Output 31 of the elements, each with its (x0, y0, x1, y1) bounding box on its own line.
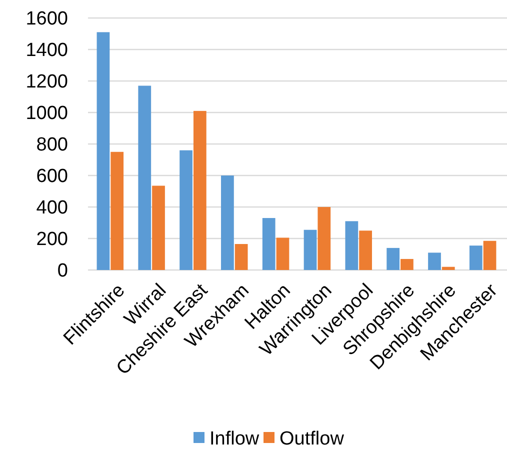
y-tick-label: 0 (57, 260, 68, 282)
bar (304, 230, 317, 270)
bar (318, 207, 331, 270)
y-tick-label: 600 (36, 166, 68, 188)
bar (386, 248, 400, 270)
bar (221, 176, 234, 270)
bar (193, 110, 206, 270)
bar (442, 266, 455, 270)
y-tick-label: 1600 (26, 8, 68, 30)
legend-label: Outflow (280, 428, 344, 450)
bar (469, 246, 482, 270)
bar (276, 238, 290, 270)
y-tick-label: 1200 (26, 72, 68, 93)
bar (262, 218, 276, 270)
bar (96, 32, 110, 270)
bar (359, 230, 372, 270)
bar (152, 186, 165, 270)
bar (138, 86, 152, 270)
bar (483, 240, 496, 270)
y-tick-label: 200 (36, 229, 68, 250)
bar (428, 252, 441, 270)
bar (110, 152, 124, 270)
y-tick-label: 400 (36, 198, 68, 219)
y-tick-label: 1000 (26, 103, 68, 124)
bar (234, 244, 248, 270)
bar (345, 221, 358, 270)
bar (180, 150, 192, 270)
y-tick-label: 800 (36, 134, 68, 156)
bar (400, 258, 414, 270)
y-tick-label: 1400 (26, 40, 68, 62)
legend-label: Inflow (210, 428, 260, 450)
